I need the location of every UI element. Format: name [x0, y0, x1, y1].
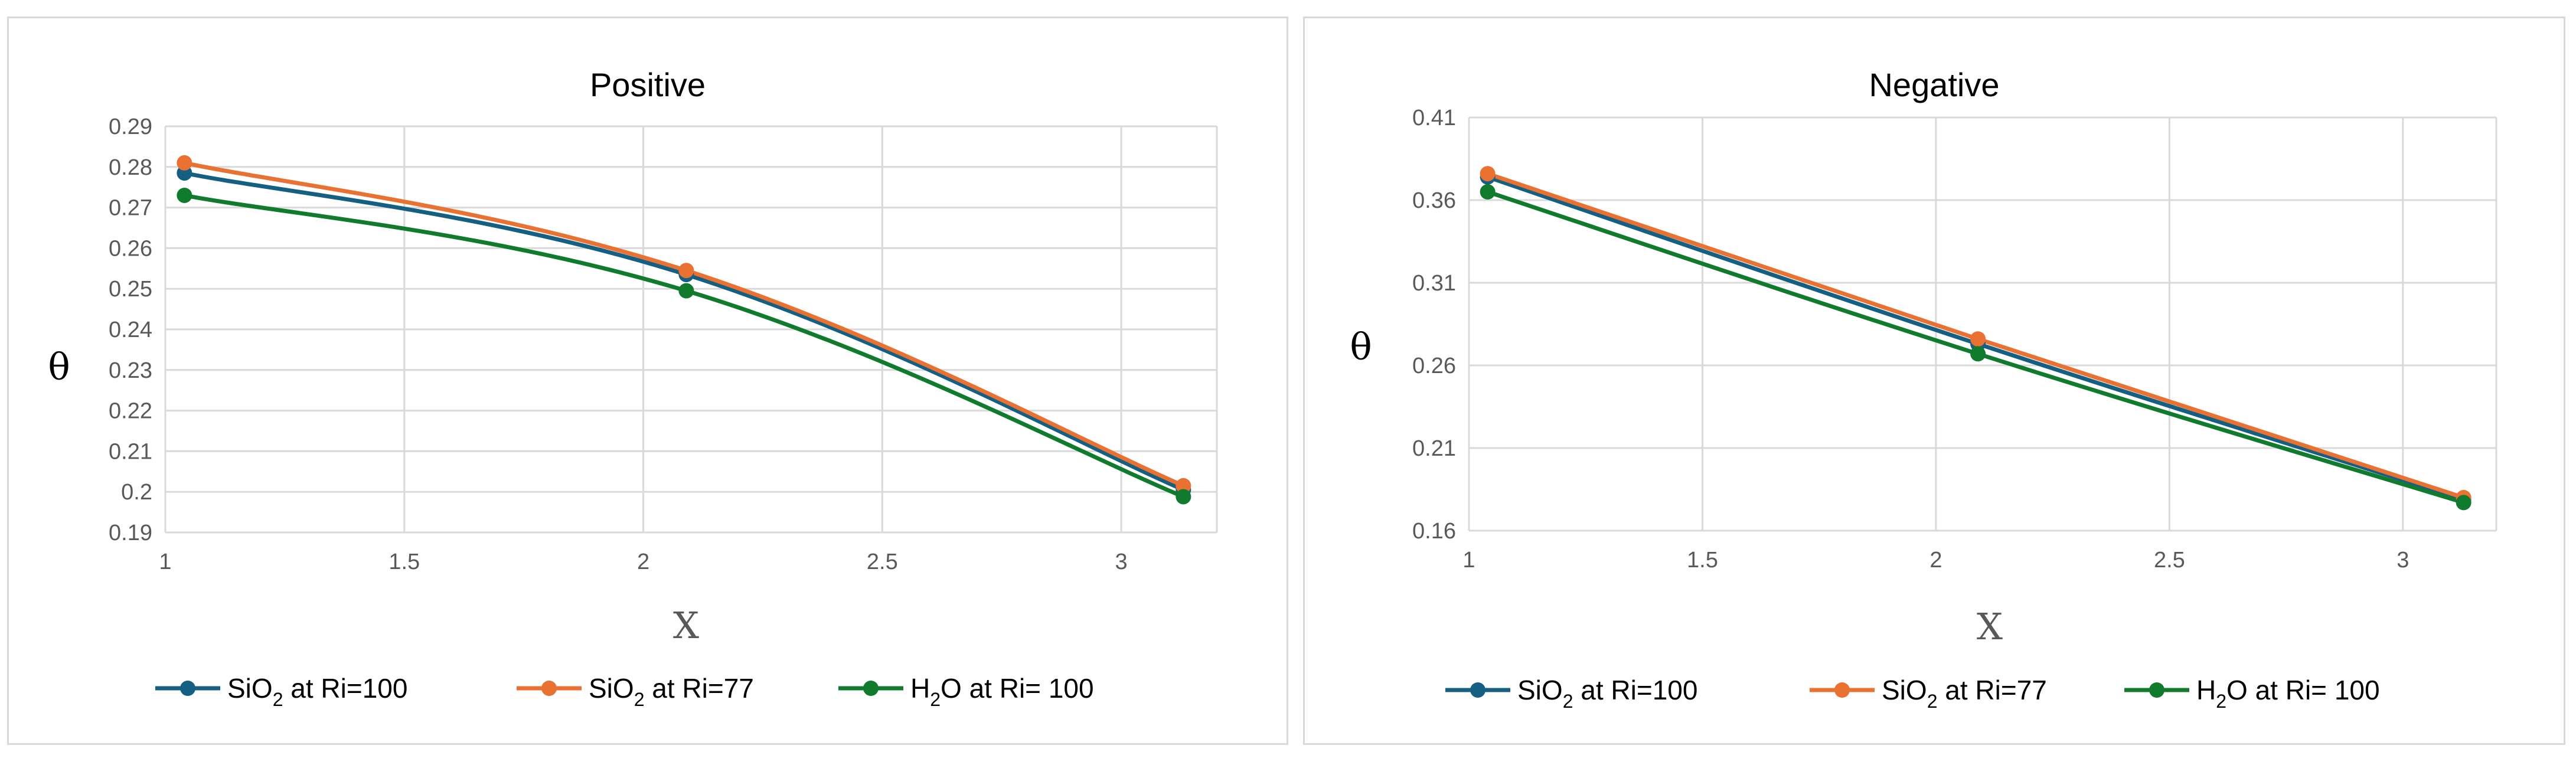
- x-tick-labels: 1 1.5 2 2.5 3: [1462, 548, 2409, 573]
- x-tick-label: 1.5: [388, 550, 420, 574]
- y-tick-label: 0.21: [1412, 436, 1456, 461]
- legend-label-subscript: 2: [1563, 691, 1573, 712]
- y-tick-label: 0.21: [109, 439, 152, 464]
- series-markers: [177, 155, 1191, 505]
- y-tick-label: 0.27: [109, 196, 152, 221]
- legend-entry-1: SiO2 at Ri=77: [517, 673, 754, 710]
- data-point: [1480, 166, 1496, 182]
- x-tick-label: 2.5: [867, 550, 898, 574]
- legend-label: SiO2 at Ri=77: [589, 673, 754, 710]
- legend-label-main: H: [910, 673, 930, 704]
- legend-entry-1: SiO2 at Ri=77: [1810, 675, 2047, 712]
- legend-marker: [1470, 682, 1485, 698]
- legend-marker: [541, 681, 557, 696]
- x-tick-label: 1: [1462, 548, 1475, 573]
- chart-negative: Negative 0.16 0.21 0.26 0.31 0.36 0.41 1 1.5 2 2…: [1350, 66, 2497, 712]
- y-axis-label: θ: [1350, 325, 1372, 368]
- x-tick-label: 2.5: [2154, 548, 2185, 573]
- legend-label-subscript: 2: [634, 689, 645, 710]
- x-tick-labels: 1 1.5 2 2.5 3: [159, 550, 1127, 574]
- data-point: [1970, 346, 1986, 362]
- y-tick-label: 0.2: [121, 480, 152, 505]
- legend-label-rest: at Ri=100: [1573, 675, 1697, 705]
- legend-label-main: SiO: [227, 673, 273, 704]
- x-tick-label: 3: [1115, 550, 1128, 574]
- data-point: [2456, 495, 2471, 511]
- legend-label-subscript: 2: [1927, 691, 1938, 712]
- legend-label-rest: at Ri=100: [283, 673, 407, 704]
- legend-label-rest: at Ri=77: [1937, 675, 2046, 705]
- legend-label: SiO2 at Ri=100: [1517, 675, 1697, 712]
- legend-label: SiO2 at Ri=100: [227, 673, 407, 710]
- legend-label-subscript: 2: [273, 689, 283, 710]
- y-tick-label: 0.36: [1412, 188, 1456, 213]
- y-tick-labels: 0.19 0.2 0.21 0.22 0.23 0.24 0.25 0.26 0.27 0.28 0…: [109, 115, 152, 545]
- x-tick-label: 2: [1929, 548, 1942, 573]
- y-tick-label: 0.22: [109, 399, 152, 424]
- legend: SiO2 at Ri=100 SiO2 at Ri=77 H2O at Ri= 10…: [1445, 675, 2380, 712]
- x-tick-label: 1: [159, 550, 171, 574]
- x-tick-label: 2: [637, 550, 649, 574]
- legend-marker: [863, 681, 879, 696]
- data-point: [1970, 331, 1986, 347]
- y-tick-label: 0.23: [109, 358, 152, 383]
- legend-label-rest: at Ri=77: [644, 673, 753, 704]
- data-point: [678, 283, 694, 299]
- series-markers: [1480, 166, 2471, 511]
- legend-marker: [180, 681, 195, 696]
- y-tick-label: 0.25: [109, 277, 152, 302]
- data-point: [177, 155, 192, 171]
- legend-label-main: SiO: [1517, 675, 1563, 705]
- chart-panel-negative: Negative 0.16 0.21 0.26 0.31 0.36 0.41 1 1.5 2 2…: [1303, 17, 2565, 745]
- legend-marker: [1834, 682, 1850, 698]
- data-point: [1176, 478, 1191, 493]
- data-point: [177, 187, 192, 203]
- legend-label-main: SiO: [1882, 675, 1927, 705]
- y-tick-label: 0.19: [109, 521, 152, 545]
- gridlines: [164, 125, 1218, 534]
- legend-label-main: SiO: [589, 673, 634, 704]
- y-tick-label: 0.28: [109, 155, 152, 180]
- y-tick-label: 0.31: [1412, 271, 1456, 296]
- series-line-1: [182, 161, 1186, 488]
- legend-label: H2O at Ri= 100: [910, 673, 1094, 710]
- legend-label-subscript: 2: [930, 689, 941, 710]
- x-tick-label: 3: [2397, 548, 2409, 573]
- legend-label-main: H: [2196, 675, 2216, 705]
- data-point: [678, 263, 694, 279]
- y-tick-label: 0.24: [109, 318, 152, 342]
- chart-panel-positive: Positive 0.19 0.2 0.21 0.22 0.23 0.24 0.25 0.26…: [7, 17, 1288, 745]
- y-tick-label: 0.41: [1412, 106, 1456, 130]
- chart-title: Negative: [1869, 66, 1999, 103]
- legend: SiO2 at Ri=100 SiO2 at Ri=77 H2O at Ri= 10…: [155, 673, 1094, 710]
- y-tick-label: 0.16: [1412, 519, 1456, 544]
- y-tick-label: 0.29: [109, 115, 152, 139]
- y-tick-labels: 0.16 0.21 0.26 0.31 0.36 0.41: [1412, 106, 1456, 544]
- y-tick-label: 0.26: [1412, 354, 1456, 378]
- legend-label-rest: O at Ri= 100: [941, 673, 1094, 704]
- data-point: [1176, 489, 1191, 505]
- legend-entry-0: SiO2 at Ri=100: [1445, 675, 1697, 712]
- series-line-0: [182, 171, 1186, 492]
- x-tick-label: 1.5: [1687, 548, 1718, 573]
- legend-entry-0: SiO2 at Ri=100: [155, 673, 407, 710]
- y-tick-label: 0.26: [109, 236, 152, 261]
- x-axis-label: X: [1977, 605, 2003, 648]
- chart-positive: Positive 0.19 0.2 0.21 0.22 0.23 0.24 0.25 0.26…: [48, 66, 1218, 710]
- data-point: [1480, 184, 1496, 200]
- chart-title: Positive: [590, 66, 706, 103]
- legend-label-rest: O at Ri= 100: [2226, 675, 2380, 705]
- legend-label: H2O at Ri= 100: [2196, 675, 2380, 712]
- legend-label-subscript: 2: [2216, 691, 2226, 712]
- y-axis-label: θ: [48, 345, 70, 388]
- legend-entry-2: H2O at Ri= 100: [838, 673, 1094, 710]
- legend-label: SiO2 at Ri=77: [1882, 675, 2047, 712]
- gridlines: [1468, 116, 2497, 532]
- legend-marker: [2149, 682, 2164, 698]
- x-axis-label: X: [673, 604, 699, 647]
- legend-entry-2: H2O at Ri= 100: [2124, 675, 2380, 712]
